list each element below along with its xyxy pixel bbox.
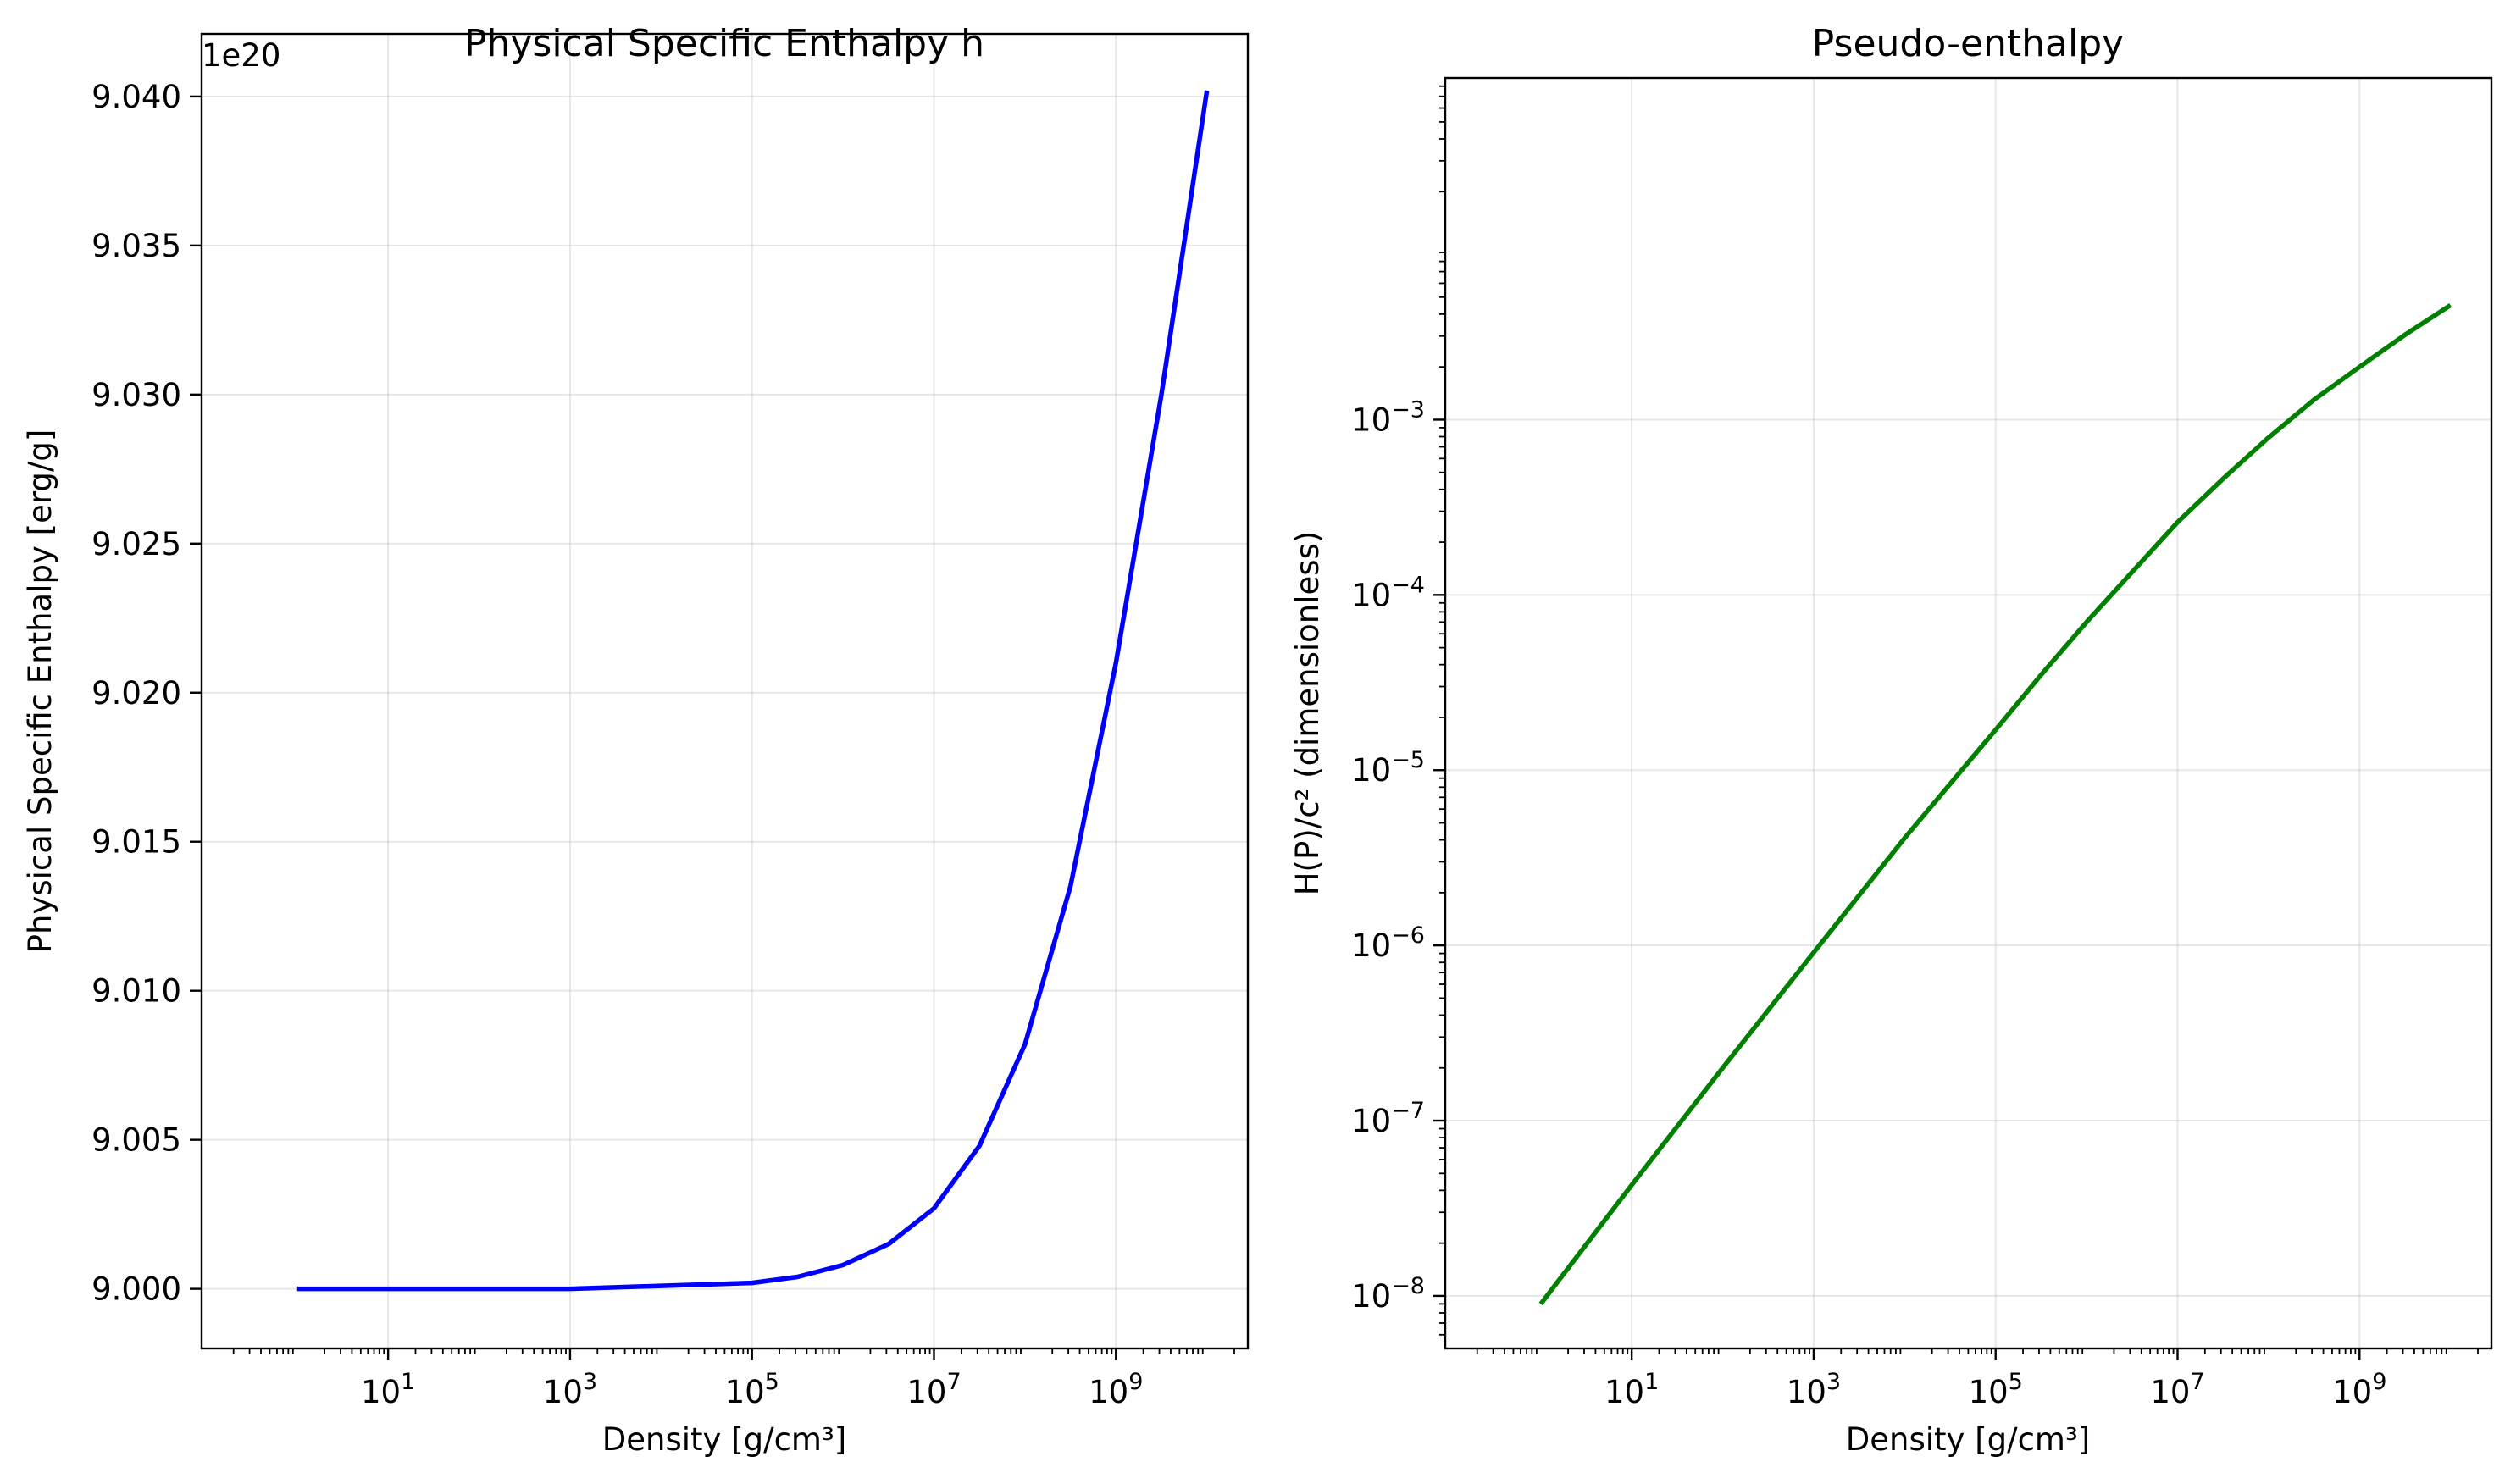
left-x-tick-label: 105 [725,1369,779,1410]
left-y-tick-label: 9.015 [91,824,181,861]
left-chart-title: Physical Specific Enthalpy h [464,22,984,65]
right-y-tick-label: 10−6 [1351,922,1425,964]
left-y-tick-label: 9.010 [91,973,181,1010]
left-y-tick-label: 9.020 [91,675,181,712]
left-series-line [296,90,1210,1292]
right-x-axis-label: Density [g/cm³] [1846,1421,2090,1458]
left-y-axis-label: Physical Specific Enthalpy [erg/g] [22,429,58,954]
left-x-axis-label: Density [g/cm³] [602,1421,846,1458]
left-x-tick-label: 107 [906,1369,961,1410]
left-y-tick-label: 9.040 [91,79,181,115]
right-y-tick-label: 10−3 [1351,396,1425,438]
right-x-tick-label: 101 [1604,1369,1659,1410]
left-chart-panel: 101 103 105 107 109 9.000 9.005 9.010 9.015 9.02… [22,22,1250,1458]
left-y-tick-label: 9.035 [91,228,181,264]
left-x-tick-label: 109 [1089,1369,1143,1410]
left-series-layer [296,90,1210,1292]
left-y-tick-label: 9.005 [91,1122,181,1159]
left-x-ticks: 101 103 105 107 109 [232,1348,1235,1410]
right-chart-title: Pseudo-enthalpy [1812,22,2124,65]
right-series-line [1538,302,2452,1306]
right-y-tick-label: 10−4 [1351,572,1425,613]
left-x-tick-label: 101 [361,1369,415,1410]
right-x-tick-label: 107 [2150,1369,2204,1410]
right-x-ticks: 101 103 105 107 109 [1476,1348,2479,1410]
right-y-tick-label: 10−7 [1351,1098,1425,1139]
right-y-ticks: 10−8 10−7 10−6 10−5 10−4 10−3 [1351,85,1445,1336]
left-y-ticks: 9.000 9.005 9.010 9.015 9.020 9.025 9.030 9.035… [91,79,202,1308]
right-x-tick-label: 105 [1969,1369,2023,1410]
left-y-offset-text: 1e20 [202,37,280,74]
right-chart-panel: 101 103 105 107 109 10−8 10−7 10−6 10−5 10−4 10−3… [1289,22,2493,1458]
right-grid [1445,78,2491,1348]
right-y-axis-label: H(P)/c² (dimensionless) [1289,531,1326,896]
left-y-tick-label: 9.000 [91,1271,181,1308]
right-y-tick-label: 10−8 [1351,1273,1425,1315]
right-series-layer [1538,302,2452,1306]
right-x-tick-label: 103 [1787,1369,1841,1410]
right-y-tick-label: 10−5 [1351,747,1425,789]
left-x-tick-label: 103 [543,1369,597,1410]
left-y-tick-label: 9.030 [91,377,181,413]
right-x-tick-label: 109 [2332,1369,2386,1410]
left-y-tick-label: 9.025 [91,526,181,562]
